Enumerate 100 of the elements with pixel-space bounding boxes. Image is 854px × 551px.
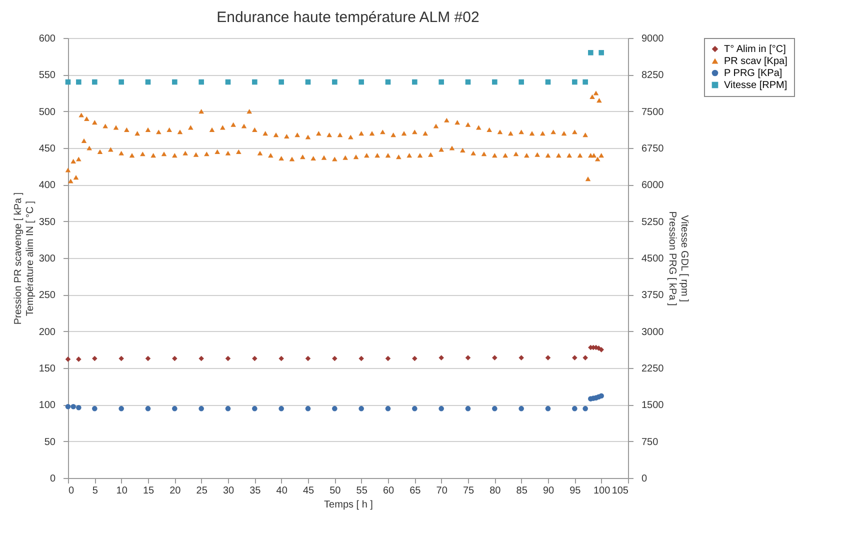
point: [385, 406, 391, 412]
x-tick-label: 40: [276, 486, 288, 496]
point: [118, 356, 124, 362]
point: [252, 356, 258, 362]
point: [278, 79, 284, 85]
y-tick-label: 50: [44, 436, 56, 448]
point: [172, 406, 178, 412]
x-tick-label: 90: [542, 486, 554, 496]
y-tick-label: 550: [38, 70, 56, 82]
point: [225, 406, 231, 412]
y2-tick-label: 8250: [642, 70, 664, 82]
y2-tick-label: 6750: [642, 144, 664, 154]
x-tick-label: 60: [382, 486, 394, 496]
y-tick-label: 100: [38, 400, 56, 412]
y-tick-label: 150: [38, 364, 56, 374]
point: [518, 355, 524, 360]
y2-tick-label: 6000: [642, 180, 664, 192]
point: [438, 355, 444, 360]
x-tick-label: 0: [68, 486, 74, 496]
point: [305, 406, 311, 412]
x-tick-label: 50: [330, 486, 342, 496]
point: [572, 355, 578, 360]
y2-tick-label: 750: [642, 436, 659, 448]
y2-tick-label: 5250: [642, 216, 664, 228]
point: [492, 79, 498, 85]
point: [278, 356, 284, 362]
point: [118, 406, 124, 412]
point: [76, 356, 82, 362]
y-tick-label: 250: [38, 290, 56, 302]
point: [545, 406, 551, 412]
point: [305, 356, 311, 362]
y2-axis-title: Vitesse GDL [ rpm ] Pression PRG [ kPa ]: [666, 211, 690, 306]
x-tick-label: 45: [302, 486, 314, 496]
point: [465, 406, 471, 412]
point: [358, 79, 364, 85]
legend-label: P PRG [KPa]: [724, 68, 782, 79]
point: [225, 356, 231, 362]
point: [145, 406, 151, 412]
point: [198, 406, 204, 412]
point: [76, 79, 82, 85]
point: [118, 79, 124, 85]
x-tick-label: 85: [516, 486, 528, 496]
y2-tick-label: 2250: [642, 364, 664, 374]
y-tick-label: 500: [38, 106, 56, 118]
point: [278, 406, 284, 412]
point: [598, 50, 604, 56]
y-tick-label: 200: [38, 326, 56, 338]
point: [172, 79, 178, 85]
point: [438, 406, 444, 412]
y2-tick-label: 3000: [642, 326, 664, 338]
x-tick-label: 35: [250, 486, 262, 496]
point: [492, 406, 498, 412]
point: [252, 406, 258, 412]
point: [92, 406, 98, 412]
point: [358, 356, 364, 362]
point: [76, 404, 82, 410]
y-tick-label: 0: [50, 474, 56, 484]
point: [92, 79, 98, 85]
y2-tick-label: 9000: [642, 34, 664, 44]
point: [332, 406, 338, 412]
x-tick-label: 10: [116, 486, 128, 496]
y-tick-label: 300: [38, 254, 56, 264]
point: [598, 393, 604, 399]
y2-tick-label: 3750: [642, 290, 664, 302]
point: [588, 50, 594, 56]
point: [332, 356, 338, 362]
legend-label: T° Alim in [°C]: [724, 44, 786, 55]
point: [572, 406, 578, 412]
y-tick-label: 350: [38, 216, 56, 228]
point: [438, 79, 444, 85]
point: [198, 79, 204, 85]
point: [358, 406, 364, 412]
x-tick-label: 55: [356, 486, 368, 496]
point: [70, 404, 76, 410]
chart-title: Endurance haute température ALM #02: [216, 9, 480, 26]
x-tick-label: 75: [462, 486, 474, 496]
point: [492, 355, 498, 360]
x-tick-label: 105: [612, 486, 629, 496]
point: [172, 356, 178, 362]
point: [582, 355, 588, 360]
point: [518, 79, 524, 85]
point: [572, 79, 578, 85]
x-tick-label: 100: [593, 486, 611, 496]
y-axis-title: Pression PR scavenge [ kPa ] Température alim IN [ °C ]: [12, 192, 36, 325]
point: [92, 356, 98, 362]
legend-label: PR scav [Kpa]: [724, 56, 788, 67]
point: [65, 404, 71, 410]
y-tick-label: 400: [38, 180, 56, 192]
y2-tick-label: 7500: [642, 106, 664, 118]
y2-tick-label: 1500: [642, 400, 664, 412]
legend-label: Vitesse [RPM]: [724, 80, 788, 91]
x-tick-label: 20: [170, 486, 182, 496]
y-tick-label: 600: [38, 34, 56, 44]
x-tick-label: 95: [570, 486, 582, 496]
point: [385, 356, 391, 362]
y2-tick-label: 0: [642, 474, 648, 484]
point: [598, 347, 604, 352]
point: [412, 356, 418, 362]
point: [145, 356, 151, 362]
x-tick-label: 15: [142, 486, 154, 496]
